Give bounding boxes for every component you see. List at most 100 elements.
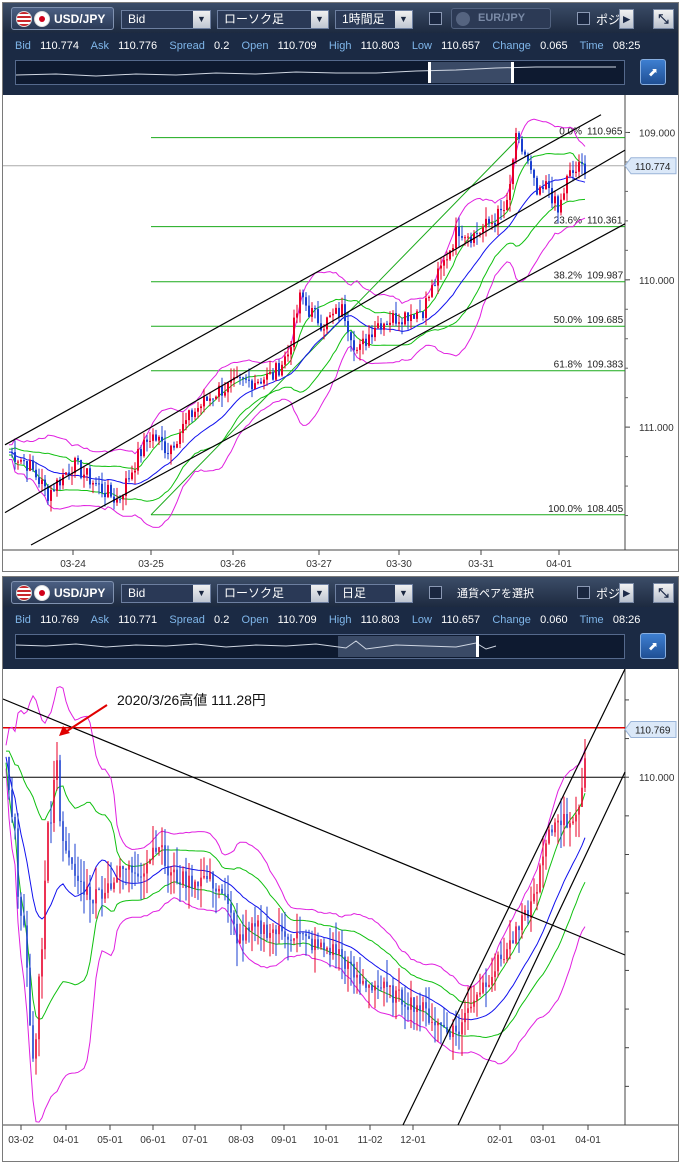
x-tick-label: 02-01 bbox=[487, 1135, 513, 1146]
candle bbox=[467, 1008, 469, 1013]
candle bbox=[572, 821, 574, 824]
candle bbox=[134, 872, 136, 874]
channel-upper-line bbox=[4, 114, 602, 446]
candle bbox=[473, 1000, 475, 1007]
candle bbox=[71, 857, 73, 864]
candle bbox=[161, 436, 163, 442]
expand-icon[interactable]: ⬈ bbox=[640, 633, 666, 659]
candle bbox=[518, 133, 520, 139]
candle bbox=[77, 875, 79, 881]
position-checkbox[interactable] bbox=[577, 586, 590, 599]
current-price-label: 110.774 bbox=[635, 162, 671, 173]
navigator-right-handle[interactable] bbox=[511, 62, 514, 83]
candle bbox=[158, 847, 160, 852]
candle bbox=[194, 411, 196, 417]
candle bbox=[236, 923, 238, 944]
candle bbox=[326, 317, 328, 330]
interval-select[interactable]: 日足 ▼ bbox=[335, 584, 413, 603]
candle bbox=[230, 380, 232, 383]
candle bbox=[311, 938, 313, 951]
candle bbox=[533, 893, 535, 902]
fib-pct-label: 61.8% bbox=[554, 360, 582, 371]
candle bbox=[563, 813, 565, 826]
candle bbox=[8, 756, 10, 790]
candle bbox=[500, 954, 502, 960]
moving-average bbox=[9, 176, 586, 485]
chart-type-select[interactable]: ローソク足 ▼ bbox=[217, 584, 329, 603]
candle bbox=[239, 377, 241, 379]
navigator-scrollbar[interactable] bbox=[15, 60, 625, 85]
navigator-right-handle[interactable] bbox=[476, 636, 479, 657]
candle bbox=[524, 910, 526, 916]
candle bbox=[122, 495, 124, 500]
expand-icon[interactable]: ⬈ bbox=[640, 59, 666, 85]
candle bbox=[221, 385, 223, 396]
candle bbox=[581, 787, 583, 807]
collapse-icon[interactable]: ⤡ bbox=[653, 583, 674, 603]
x-tick-label: 03-01 bbox=[530, 1135, 556, 1146]
candle bbox=[365, 338, 367, 346]
pair-button[interactable]: USD/JPY bbox=[11, 7, 114, 30]
candle bbox=[299, 292, 301, 314]
x-tick-label: 04-01 bbox=[546, 559, 572, 570]
navigator-window[interactable] bbox=[428, 62, 514, 83]
candle bbox=[254, 923, 256, 927]
chart-type-select[interactable]: ローソク足 ▼ bbox=[217, 10, 329, 29]
x-tick-label: 03-27 bbox=[306, 559, 332, 570]
chevron-right-icon[interactable]: ▸ bbox=[619, 583, 634, 603]
candle bbox=[575, 814, 577, 822]
candle bbox=[215, 888, 217, 892]
compare-pair-button[interactable]: EUR/JPY bbox=[451, 8, 551, 29]
candle bbox=[257, 920, 259, 927]
candle bbox=[257, 381, 259, 384]
pair-select-label[interactable]: 通貨ペアを選択 bbox=[457, 588, 534, 600]
candle bbox=[26, 461, 28, 471]
candle bbox=[359, 344, 361, 350]
candle bbox=[494, 971, 496, 977]
bid-label: Bid bbox=[15, 614, 31, 626]
candle bbox=[338, 307, 340, 317]
position-checkbox[interactable] bbox=[577, 12, 590, 25]
pair-select-checkbox[interactable] bbox=[429, 586, 442, 599]
candle bbox=[230, 904, 232, 913]
candle bbox=[197, 881, 199, 887]
candle bbox=[557, 820, 559, 823]
candle bbox=[227, 894, 229, 905]
candle bbox=[281, 364, 283, 376]
compare-checkbox[interactable] bbox=[429, 12, 442, 25]
pair-button[interactable]: USD/JPY bbox=[11, 581, 114, 604]
price-type-select[interactable]: Bid ▼ bbox=[121, 584, 211, 603]
candle bbox=[185, 420, 187, 424]
time-value: 08:26 bbox=[612, 614, 641, 626]
candle bbox=[563, 193, 565, 200]
x-tick-label: 03-02 bbox=[8, 1135, 34, 1146]
candle bbox=[32, 1025, 34, 1059]
info-bar: Bid 110.774 Ask 110.776 Spread 0.2 Open … bbox=[3, 33, 678, 95]
chevron-right-icon[interactable]: ▸ bbox=[619, 9, 634, 29]
navigator-left-handle[interactable] bbox=[428, 62, 431, 83]
fib-price-label: 110.965 bbox=[587, 127, 623, 138]
fib-pct-label: 38.2% bbox=[554, 271, 582, 282]
candle bbox=[170, 445, 172, 455]
candle bbox=[515, 926, 517, 944]
candle bbox=[173, 445, 175, 448]
candle bbox=[368, 334, 370, 346]
candle bbox=[380, 987, 382, 989]
candle bbox=[56, 760, 58, 780]
candle bbox=[299, 932, 301, 934]
y-tick-label: 110.000 bbox=[639, 773, 675, 784]
price-type-select[interactable]: Bid ▼ bbox=[121, 10, 211, 29]
candle bbox=[497, 954, 499, 972]
candle bbox=[548, 181, 550, 189]
collapse-icon[interactable]: ⤡ bbox=[653, 9, 674, 29]
candle bbox=[479, 992, 481, 995]
candle bbox=[41, 949, 43, 977]
interval-select[interactable]: 1時間足 ▼ bbox=[335, 10, 413, 29]
candle bbox=[38, 976, 40, 1040]
navigator-scrollbar[interactable] bbox=[15, 634, 625, 659]
navigator-window[interactable] bbox=[338, 636, 478, 657]
candle bbox=[167, 453, 169, 455]
candle bbox=[464, 1012, 466, 1023]
candle bbox=[176, 443, 178, 448]
high-label: High bbox=[328, 40, 352, 52]
